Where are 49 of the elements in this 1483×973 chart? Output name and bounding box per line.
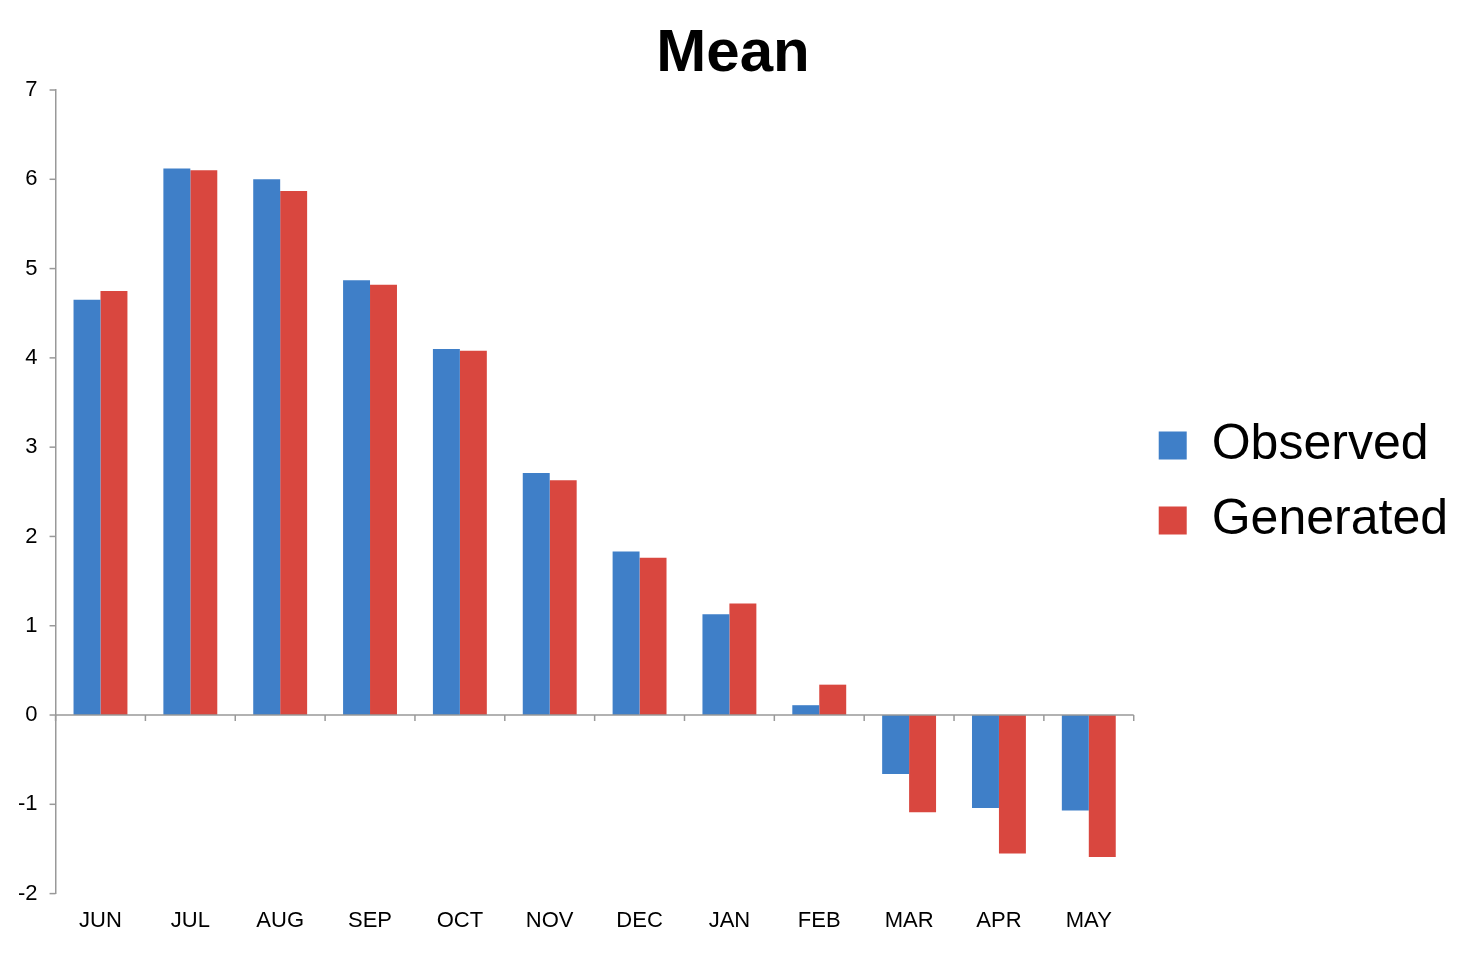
- bar: [882, 715, 910, 774]
- bar: [549, 480, 577, 716]
- y-tick-label: 7: [25, 76, 38, 102]
- x-tick-label: AUG: [256, 906, 305, 932]
- bar: [280, 190, 308, 716]
- x-tick-label: DEC: [616, 906, 663, 932]
- bar: [1088, 715, 1116, 857]
- bar: [639, 557, 667, 716]
- bar: [972, 715, 999, 808]
- bar: [998, 715, 1026, 854]
- x-tick-label: MAY: [1065, 906, 1113, 932]
- bar: [432, 348, 460, 716]
- legend-label: Observed: [1211, 414, 1429, 471]
- bar: [612, 551, 640, 716]
- bar: [163, 168, 191, 716]
- x-tick-label: JUN: [79, 906, 122, 932]
- x-tick-label: OCT: [436, 906, 484, 932]
- legend-label: Generated: [1211, 489, 1448, 546]
- bar: [792, 705, 820, 716]
- y-tick-label: -2: [18, 879, 38, 905]
- y-tick-label: 6: [25, 165, 38, 191]
- bar: [343, 280, 371, 716]
- bar: [459, 350, 487, 716]
- x-tick-label: JUL: [170, 906, 210, 932]
- x-tick-label: MAR: [884, 906, 934, 932]
- y-tick-label: 5: [25, 254, 38, 280]
- bar: [1061, 715, 1089, 811]
- x-tick-label: JAN: [708, 906, 751, 932]
- bar: [909, 715, 937, 813]
- y-tick-label: 1: [25, 611, 38, 637]
- y-tick-label: 3: [25, 433, 38, 459]
- y-tick-label: 4: [25, 343, 38, 369]
- bar: [73, 299, 101, 716]
- bar: [729, 603, 757, 716]
- y-tick-label: -1: [18, 790, 38, 816]
- x-tick-label: FEB: [797, 906, 841, 932]
- bar: [522, 473, 550, 716]
- x-tick-label: SEP: [348, 906, 393, 932]
- x-tick-label: NOV: [525, 906, 574, 932]
- bar: [190, 170, 218, 716]
- bar: [702, 614, 730, 716]
- y-tick-label: 2: [25, 522, 38, 548]
- y-tick-label: 0: [25, 701, 38, 727]
- bar: [819, 684, 847, 716]
- bar: [100, 290, 128, 716]
- bar: [253, 179, 281, 716]
- chart-title: Mean: [656, 16, 810, 84]
- x-tick-label: APR: [976, 906, 1022, 932]
- bar: [370, 284, 397, 716]
